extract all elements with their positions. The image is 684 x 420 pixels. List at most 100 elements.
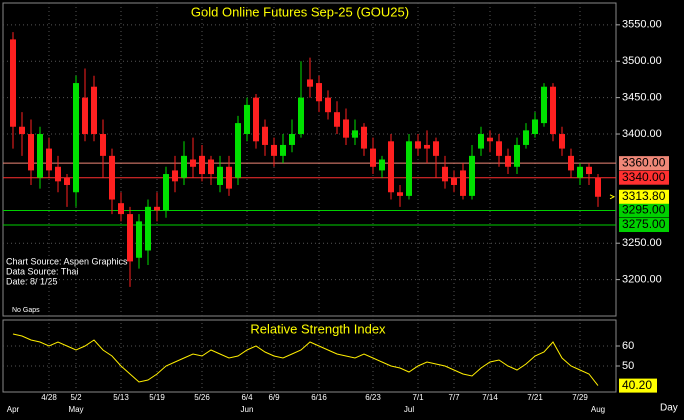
x-tick-label: 7/7 xyxy=(448,393,460,402)
candle-body xyxy=(343,119,349,138)
candle-body xyxy=(325,97,331,113)
candle-body xyxy=(568,155,574,171)
x-tick-label: 5/13 xyxy=(113,393,129,402)
candle-body xyxy=(217,166,223,185)
month-label: Jun xyxy=(241,405,254,414)
candle-body xyxy=(559,134,565,149)
candle-body xyxy=(73,83,79,193)
candle-body xyxy=(181,155,187,178)
candle-body xyxy=(55,166,61,182)
y-tick-label: 60 xyxy=(622,340,634,352)
candle-body xyxy=(226,166,232,189)
candle-body xyxy=(334,112,340,127)
annotation: Date: 8/ 1/25 xyxy=(6,276,58,286)
candle-body xyxy=(514,144,520,167)
candle-body xyxy=(10,39,16,127)
candle-body xyxy=(91,86,97,135)
x-tick-label: 7/1 xyxy=(412,393,424,402)
candle-body xyxy=(469,155,475,196)
level-label-box xyxy=(619,156,669,171)
month-label: Aug xyxy=(591,405,605,414)
rsi-line xyxy=(12,333,599,386)
candle-body xyxy=(478,134,484,149)
candle-body xyxy=(505,155,511,167)
candle-body xyxy=(415,141,421,149)
candle-body xyxy=(109,155,115,200)
candle-body xyxy=(307,79,313,87)
annotation: No Gaps xyxy=(12,307,40,314)
candle-body xyxy=(118,203,124,215)
candle-body xyxy=(82,97,88,135)
candle-body xyxy=(595,177,601,197)
candle-body xyxy=(532,119,538,135)
candle-body xyxy=(271,144,277,156)
rsi-value-box xyxy=(619,378,657,393)
candle-body xyxy=(253,97,259,142)
x-tick-label: 5/2 xyxy=(70,393,82,402)
annotation: Data Source: Thai xyxy=(6,266,78,276)
candle-body xyxy=(289,134,295,145)
candle-body xyxy=(460,170,466,196)
candle-body xyxy=(28,134,34,171)
candle-body xyxy=(208,159,214,175)
candle-body xyxy=(523,130,529,145)
price-panel xyxy=(2,2,617,317)
candle-body xyxy=(199,155,205,175)
candle-body xyxy=(361,126,367,149)
y-tick-label: 3550.00 xyxy=(622,19,662,31)
level-label: 3275.00 xyxy=(622,217,666,231)
candle-body xyxy=(496,141,502,156)
candle-body xyxy=(136,221,142,258)
month-label: May xyxy=(68,405,83,414)
rsi-title: Relative Strength Index xyxy=(250,321,386,336)
candle-body xyxy=(424,144,430,149)
y-tick-label: 3200.00 xyxy=(622,274,662,286)
month-label: Apr xyxy=(7,405,20,414)
candle-body xyxy=(172,170,178,182)
candle-body xyxy=(127,214,133,262)
candle-body xyxy=(442,166,448,182)
candle-body xyxy=(370,148,376,167)
candle-body xyxy=(190,159,196,167)
candle-body xyxy=(244,104,250,135)
month-label: Jul xyxy=(404,405,414,414)
candle-body xyxy=(406,141,412,196)
candle-body xyxy=(379,159,385,171)
candle-body xyxy=(316,83,322,102)
level-label: 3360.00 xyxy=(622,155,666,169)
candle-body xyxy=(487,137,493,142)
candle-body xyxy=(46,148,52,171)
candle-body xyxy=(352,130,358,138)
level-label: 3295.00 xyxy=(622,203,666,217)
candle-body xyxy=(262,126,268,145)
chart-title: Gold Online Futures Sep-25 (GOU25) xyxy=(191,4,409,19)
level-label-box xyxy=(619,170,669,185)
last-price-arrow xyxy=(609,194,616,200)
y-tick-label: 50 xyxy=(622,360,634,372)
candle-body xyxy=(280,144,286,156)
last-price-label-box xyxy=(619,189,669,204)
x-tick-label: 5/26 xyxy=(194,393,210,402)
y-tick-label: 3500.00 xyxy=(622,55,662,67)
candle-body xyxy=(235,123,241,178)
x-axis-label: Day xyxy=(660,403,678,414)
x-tick-label: 7/21 xyxy=(527,393,543,402)
level-label: 3340.00 xyxy=(622,170,666,184)
candle-body xyxy=(577,166,583,178)
rsi-panel xyxy=(2,319,617,393)
x-tick-label: 6/16 xyxy=(311,393,327,402)
candle-body xyxy=(586,166,592,175)
candle-body xyxy=(541,86,547,124)
candle-body xyxy=(451,177,457,185)
rsi-value-label: 40.20 xyxy=(622,378,652,392)
level-label-box xyxy=(619,203,669,218)
annotation: Chart Source: Aspen Graphics xyxy=(6,256,128,266)
x-tick-label: 6/9 xyxy=(268,393,280,402)
candle-body xyxy=(163,174,169,211)
candle-body xyxy=(433,141,439,156)
candle-body xyxy=(145,206,151,251)
x-tick-label: 5/19 xyxy=(149,393,165,402)
candle-body xyxy=(64,177,70,185)
candle-body xyxy=(397,192,403,196)
last-price-label: 3313.80 xyxy=(622,189,666,203)
